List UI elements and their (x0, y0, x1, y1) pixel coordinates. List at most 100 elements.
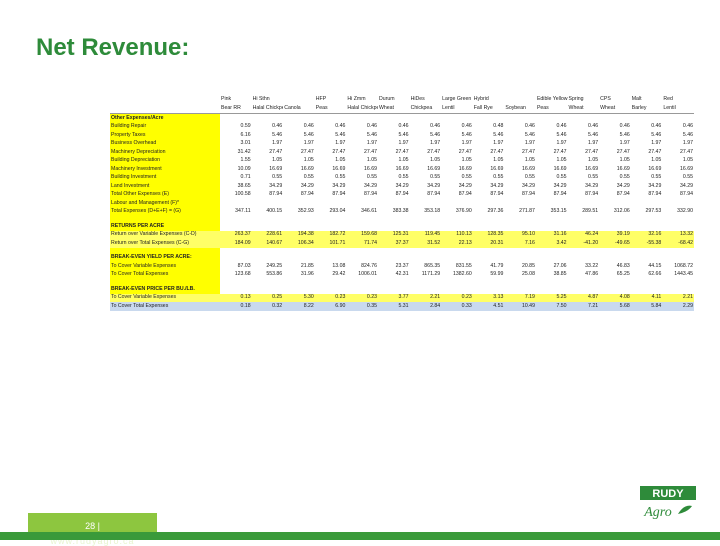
row-label: To Cover Variable Expenses (110, 262, 221, 271)
table-cell: 312.06 (613, 208, 630, 215)
table-cell (441, 254, 473, 263)
logo-agro: Agro (643, 505, 671, 520)
table-cell: 0.55 (335, 174, 346, 181)
table-cell: 119.45 (409, 230, 442, 239)
table-cell (599, 199, 631, 208)
column-header: Red (662, 95, 694, 104)
table-cell: 1.97 (366, 140, 377, 147)
table-cell: 27.47 (616, 148, 630, 155)
table-header-row: Pink Hi Sthn HFP Hi Zmm Durum HiDes Large Gree… (110, 95, 694, 104)
table-cell: 16.69 (521, 165, 535, 172)
table-cell: 101.71 (314, 239, 347, 248)
table-cell: 1.97 (619, 140, 630, 147)
table-cell (252, 254, 284, 263)
table-cell (410, 285, 442, 294)
table-cell: 87.94 (680, 191, 693, 198)
table-cell (599, 222, 631, 231)
table-cell (536, 254, 568, 263)
row-label: To Cover Total Expenses (110, 302, 221, 311)
table-cell: 1171.29 (421, 271, 441, 278)
table-cell: 0.35 (346, 302, 378, 311)
table-cell (315, 254, 347, 263)
table-cell: 0.55 (303, 174, 314, 181)
table-cell: 32.16 (630, 230, 663, 239)
table-cell: 27.47 (490, 148, 504, 155)
table-row: BREAK-EVEN PRICE PER BU./LB. (110, 285, 694, 294)
table-cell: 27.47 (300, 148, 314, 155)
table-cell: 0.46 (398, 123, 409, 130)
table-cell: 0.55 (493, 174, 504, 181)
table-cell: 1.05 (303, 157, 314, 164)
table-cell (599, 254, 631, 263)
table-cell: 10.09 (237, 165, 251, 172)
table-cell: 34.29 (458, 182, 472, 189)
table-cell (662, 113, 694, 123)
table-cell: 0.46 (619, 123, 630, 130)
table-cell: 62.66 (648, 271, 662, 278)
table-cell: 16.69 (648, 165, 662, 172)
table-cell: 20.31 (472, 239, 505, 248)
table-cell: 1.97 (651, 140, 662, 147)
row-label: Building Investment (110, 173, 221, 182)
table-cell: 4.51 (472, 302, 505, 311)
table-row: RETURNS PER ACRE (110, 222, 694, 231)
table-cell: 1.97 (398, 140, 409, 147)
table-row (110, 279, 694, 285)
column-header: Large Green (441, 95, 473, 104)
table-cell (536, 199, 568, 208)
table-cell: 553.86 (266, 271, 283, 278)
table-cell: 41.79 (490, 262, 504, 269)
table-cell (283, 113, 315, 123)
table-cell: 87.94 (490, 191, 504, 198)
column-header: Wheat (377, 104, 410, 114)
table-cell: 13.32 (662, 230, 694, 239)
table-cell: 87.94 (585, 191, 599, 198)
table-cell: 1.97 (588, 140, 599, 147)
table-cell: 271.87 (519, 208, 535, 215)
table-cell: 5.46 (366, 131, 377, 138)
table-cell: 249.25 (266, 262, 283, 269)
table-cell: -55.38 (630, 239, 663, 248)
table-cell (662, 254, 694, 263)
row-label: Building Depreciation (110, 156, 221, 165)
table-cell: 3.13 (472, 293, 505, 302)
column-header: Hi Zmm (346, 95, 378, 104)
table-cell: 0.46 (272, 123, 283, 130)
row-label: Total Other Expenses (E) (110, 190, 221, 199)
table-cell: 289.51 (582, 208, 599, 215)
row-label (110, 216, 221, 222)
table-cell: 34.29 (364, 182, 377, 189)
table-cell (283, 222, 315, 231)
table-cell: 31.52 (409, 239, 442, 248)
table-cell: 184.09 (220, 239, 252, 248)
table-cell (220, 285, 252, 294)
table-cell: 5.30 (283, 293, 315, 302)
table-cell: 1.97 (556, 140, 567, 147)
table-cell: 263.37 (220, 230, 252, 239)
table-cell (504, 199, 536, 208)
table-cell: 34.29 (521, 182, 535, 189)
table-cell (441, 222, 473, 231)
logo-banner (640, 486, 696, 500)
table-cell: 34.29 (300, 182, 314, 189)
table-cell: 5.46 (651, 131, 662, 138)
table-cell: 5.46 (398, 131, 409, 138)
column-header: Wheat (567, 104, 600, 114)
table-cell: 5.46 (588, 131, 599, 138)
table-cell: 39.19 (599, 230, 631, 239)
row-label: Total Expenses (D+E+F) = (G) (110, 207, 221, 216)
table-cell: 34.29 (648, 182, 662, 189)
table-cell (346, 285, 378, 294)
column-header: Chickpea (409, 104, 442, 114)
table-cell: 2.21 (662, 293, 694, 302)
table-cell: 4.87 (567, 293, 600, 302)
table-cell: 353.15 (550, 208, 567, 215)
table-cell: 3.42 (535, 239, 568, 248)
table-cell: 8.22 (283, 302, 315, 311)
table-cell: 865.35 (424, 262, 441, 269)
table-cell: 0.13 (220, 293, 252, 302)
table-cell: -49.65 (599, 239, 631, 248)
table-cell (504, 254, 536, 263)
table-cell: 47.86 (585, 271, 599, 278)
